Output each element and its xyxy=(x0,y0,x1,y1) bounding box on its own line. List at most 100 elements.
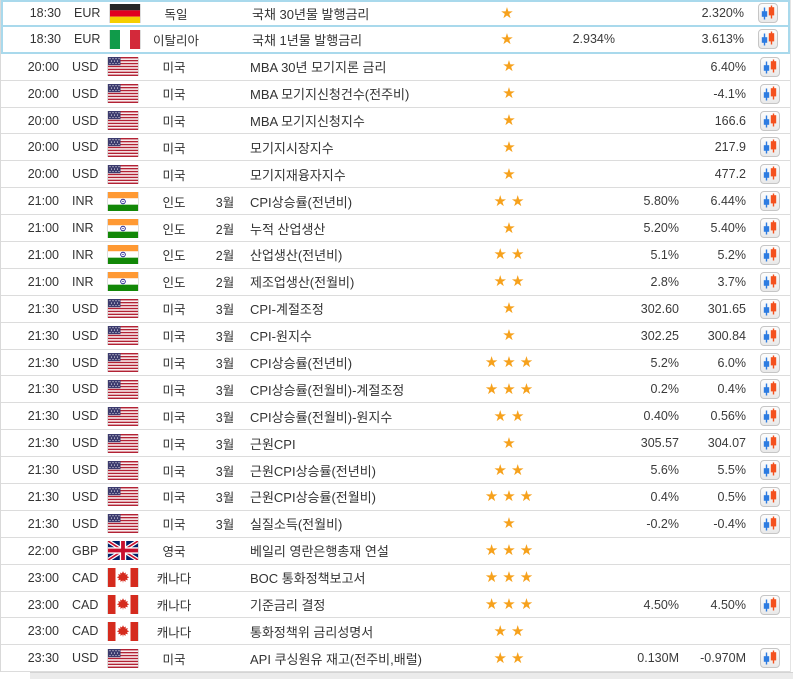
currency-code: INR xyxy=(72,221,94,236)
event-name-link[interactable]: 근원CPI xyxy=(250,436,296,452)
event-name-link[interactable]: 모기지시장지수 xyxy=(250,140,334,156)
chart-icon-button[interactable] xyxy=(760,352,780,373)
importance-stars: ★ xyxy=(502,328,520,344)
table-row[interactable]: 21:30 USD 미국 3월 근원CPI상승률(전년비) ★★ 5.6% 5.… xyxy=(1,457,790,485)
chart-icon-button[interactable] xyxy=(760,648,780,669)
table-row[interactable]: 21:00 INR 인도 2월 제조업생산(전월비) ★★ 2.8% 3.7% xyxy=(1,268,790,296)
event-name-link[interactable]: MBA 30년 모기지론 금리 xyxy=(250,60,387,76)
importance-stars: ★★ xyxy=(493,247,529,263)
importance-stars: ★ xyxy=(500,5,518,21)
reference-month: 3월 xyxy=(215,357,235,372)
table-row[interactable]: 21:30 USD 미국 3월 CPI상승률(전월비)-원지수 ★★ 0.40%… xyxy=(1,403,790,431)
table-row[interactable]: 21:30 USD 미국 3월 CPI-원지수 ★ 302.25 300.84 xyxy=(1,322,790,350)
country-name: 미국 xyxy=(162,330,186,345)
table-row[interactable]: 20:00 USD 미국 MBA 모기지신청지수 ★ 166.6 xyxy=(1,107,790,135)
event-name-link[interactable]: CPI상승률(전년비) xyxy=(250,194,353,210)
country-name: 미국 xyxy=(162,61,186,76)
chart-icon-button[interactable] xyxy=(760,218,780,239)
table-row[interactable]: 20:00 USD 미국 모기지재융자지수 ★ 477.2 xyxy=(1,161,790,189)
chart-icon-button[interactable] xyxy=(760,406,780,427)
table-row[interactable]: 18:30 EUR 이탈리아 국채 1년물 발행금리 ★ 2.934% 3.61… xyxy=(1,26,790,54)
chart-icon-button[interactable] xyxy=(760,460,780,481)
forecast-value: 0.130M xyxy=(637,651,679,666)
chart-icon-button[interactable] xyxy=(760,594,780,615)
event-name-link[interactable]: 근원CPI상승률(전월비) xyxy=(250,490,377,506)
candlestick-chart-icon xyxy=(763,408,777,423)
forecast-value: 0.4% xyxy=(650,489,680,504)
event-name-link[interactable]: CPI-원지수 xyxy=(250,329,312,345)
event-name-link[interactable]: 누적 산업생산 xyxy=(250,221,326,237)
previous-value: 5.40% xyxy=(710,221,746,236)
event-name-link[interactable]: 기준금리 결정 xyxy=(250,598,326,614)
event-name-link[interactable]: CPI상승률(전년비) xyxy=(250,356,353,372)
previous-value: 0.4% xyxy=(717,382,747,397)
table-row[interactable]: 21:00 INR 인도 2월 누적 산업생산 ★ 5.20% 5.40% xyxy=(1,215,790,243)
table-row[interactable]: 20:00 USD 미국 MBA 모기지신청건수(전주비) ★ -4.1% xyxy=(1,80,790,108)
chart-icon-button[interactable] xyxy=(758,29,778,50)
table-row[interactable]: 22:00 GBP 영국 베일리 영란은행총재 연설 ★★★ xyxy=(1,537,790,565)
event-name-link[interactable]: CPI상승률(전월비)-계절조정 xyxy=(250,382,405,398)
previous-value: 3.613% xyxy=(701,32,744,47)
table-row[interactable]: 23:30 USD 미국 API 쿠싱원유 재고(전주비,배럴) ★★ 0.13… xyxy=(1,645,790,673)
chart-icon-button[interactable] xyxy=(758,3,778,24)
event-name-link[interactable]: 모기지재융자지수 xyxy=(250,167,346,183)
chart-icon-button[interactable] xyxy=(760,164,780,185)
event-name-link[interactable]: MBA 모기지신청지수 xyxy=(250,114,365,129)
chart-icon-button[interactable] xyxy=(760,271,780,292)
event-name-link[interactable]: 국채 1년물 발행금리 xyxy=(252,32,363,48)
chart-icon-button[interactable] xyxy=(760,513,780,534)
event-time: 21:00 xyxy=(27,247,59,262)
currency-code: USD xyxy=(72,651,99,666)
reference-month: 2월 xyxy=(215,249,235,264)
event-name-link[interactable]: 베일리 영란은행총재 연설 xyxy=(250,544,389,560)
table-row[interactable]: 21:30 USD 미국 3월 실질소득(전월비) ★ -0.2% -0.4% xyxy=(1,510,790,538)
candlestick-chart-icon xyxy=(761,31,775,46)
event-name-link[interactable]: MBA 모기지신청건수(전주비) xyxy=(250,87,410,103)
chart-icon-button[interactable] xyxy=(760,56,780,77)
event-name-link[interactable]: 국채 30년물 발행금리 xyxy=(252,6,370,22)
event-name-link[interactable]: CPI상승률(전월비)-원지수 xyxy=(250,409,393,425)
chart-icon-button[interactable] xyxy=(760,379,780,400)
table-row[interactable]: 20:00 USD 미국 MBA 30년 모기지론 금리 ★ 6.40% xyxy=(1,53,790,81)
event-name-link[interactable]: 실질소득(전월비) xyxy=(250,517,343,533)
chart-icon-button[interactable] xyxy=(760,110,780,131)
table-row[interactable]: 20:00 USD 미국 모기지시장지수 ★ 217.9 xyxy=(1,134,790,162)
table-row[interactable]: 23:00 CAD 캐나다 BOC 통화정책보고서 ★★★ xyxy=(1,564,790,592)
event-name-link[interactable]: 근원CPI상승률(전년비) xyxy=(250,463,377,479)
country-name: 미국 xyxy=(162,491,186,506)
chart-icon-button[interactable] xyxy=(760,325,780,346)
event-name-link[interactable]: 통화정책위 금리성명서 xyxy=(250,624,374,640)
table-row[interactable]: 23:00 CAD 캐나다 통화정책위 금리성명서 ★★ xyxy=(1,618,790,646)
chart-icon-button[interactable] xyxy=(760,486,780,507)
table-row[interactable]: 21:00 INR 인도 3월 CPI상승률(전년비) ★★ 5.80% 6.4… xyxy=(1,188,790,216)
event-time: 23:30 xyxy=(27,651,59,666)
chart-icon-button[interactable] xyxy=(760,191,780,212)
table-row[interactable]: 21:00 INR 인도 2월 산업생산(전년비) ★★ 5.1% 5.2% xyxy=(1,242,790,269)
table-row[interactable]: 21:30 USD 미국 3월 CPI-계절조정 ★ 302.60 301.65 xyxy=(1,295,790,323)
table-row[interactable]: 21:30 USD 미국 3월 CPI상승률(전월비)-계절조정 ★★★ 0.2… xyxy=(1,376,790,404)
chart-icon-button[interactable] xyxy=(760,433,780,454)
importance-stars: ★ xyxy=(502,166,520,182)
table-row[interactable]: 23:00 CAD 캐나다 기준금리 결정 ★★★ 4.50% 4.50% xyxy=(1,591,790,619)
event-name-link[interactable]: CPI-계절조정 xyxy=(250,302,324,318)
table-row[interactable]: 21:30 USD 미국 3월 CPI상승률(전년비) ★★★ 5.2% 6.0… xyxy=(1,349,790,377)
chart-icon-button[interactable] xyxy=(760,137,780,158)
table-row[interactable]: 18:30 EUR 독일 국채 30년물 발행금리 ★ 2.320% xyxy=(1,0,790,27)
table-row[interactable]: 21:30 USD 미국 3월 근원CPI상승률(전월비) ★★★ 0.4% 0… xyxy=(1,484,790,511)
actual-value: 2.934% xyxy=(572,32,615,47)
event-name-link[interactable]: 산업생산(전년비) xyxy=(250,248,343,264)
event-name-link[interactable]: API 쿠싱원유 재고(전주비,배럴) xyxy=(250,651,423,667)
previous-value: 0.5% xyxy=(717,489,747,504)
forecast-value: 0.40% xyxy=(643,409,679,424)
chart-icon-button[interactable] xyxy=(760,298,780,319)
chart-icon-button[interactable] xyxy=(760,83,780,104)
event-name-link[interactable]: 제조업생산(전월비) xyxy=(250,275,355,291)
chart-icon-button[interactable] xyxy=(760,244,780,265)
currency-code: GBP xyxy=(72,543,99,558)
reference-month: 3월 xyxy=(215,383,235,398)
candlestick-chart-icon xyxy=(763,166,777,181)
currency-code: USD xyxy=(72,463,99,478)
previous-value: 3.7% xyxy=(717,274,747,289)
event-name-link[interactable]: BOC 통화정책보고서 xyxy=(250,571,366,587)
table-row[interactable]: 21:30 USD 미국 3월 근원CPI ★ 305.57 304.07 xyxy=(1,430,790,458)
